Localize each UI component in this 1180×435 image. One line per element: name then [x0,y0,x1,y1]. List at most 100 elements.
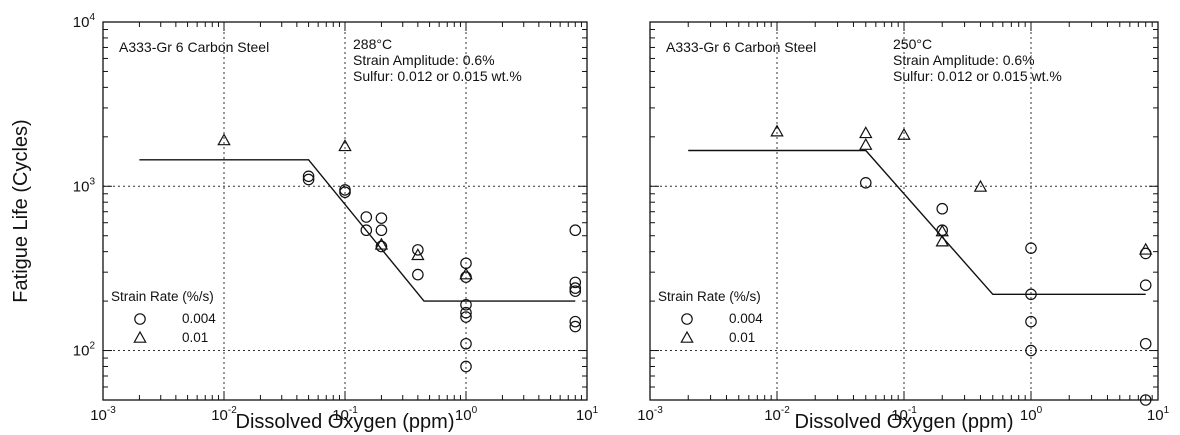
x-tick-label-exponent: 1 [593,405,599,416]
x-tick-label-exponent: -3 [654,405,663,416]
legend-title: Strain Rate (%/s) [658,289,761,304]
y-tick-label-base: 10 [73,343,90,360]
strain-amplitude-label: Strain Amplitude: 0.6% [353,52,495,68]
data-point-circle [1139,337,1152,350]
x-axis-title: Dissolved Oxygen (ppm) [236,411,455,433]
fit-line [139,159,576,302]
legend-marker-triangle [133,330,147,343]
y-tick-label-exponent: 3 [89,176,95,187]
y-tick-label-base: 10 [73,14,90,31]
legend-marker-triangle [680,330,694,343]
x-tick-label-base: 10 [576,407,593,424]
x-tick-label: 10-3 [637,405,663,424]
data-point-triangle [411,248,425,261]
x-tick-label-base: 10 [891,407,908,424]
x-axis-title: Dissolved Oxygen (ppm) [795,411,1014,433]
data-point-circle [1025,315,1037,328]
x-tick-label: 100 [1020,405,1043,424]
x-tick-label: 10-1 [891,405,917,424]
x-tick-label-base: 10 [211,407,228,424]
y-tick-label-exponent: 2 [89,341,95,352]
data-point-circle [339,186,351,199]
data-point-triangle [770,124,784,137]
data-point-circle [569,315,582,328]
x-tick-label-base: 10 [1020,407,1037,424]
data-point-circle [412,268,424,281]
x-tick-label-base: 10 [1147,407,1164,424]
data-point-circle [302,173,315,186]
data-point-triangle [973,179,988,192]
legend-marker-circle [134,313,146,325]
data-point-triangle [897,127,911,140]
data-point-circle [460,298,472,311]
data-point-circle [460,311,472,323]
fit-line [688,149,1146,295]
sulfur-label: Sulfur: 0.012 or 0.015 wt.% [893,68,1062,84]
sulfur-label: Sulfur: 0.012 or 0.015 wt.% [353,68,522,84]
data-point-circle [302,170,315,183]
data-point-triangle [338,139,352,152]
data-point-circle [375,240,388,253]
data-point-circle [460,306,472,319]
data-point-circle [1139,279,1152,291]
x-tick-label: 10-3 [90,405,116,424]
y-tick-label-base: 10 [73,178,90,195]
x-tick-label-base: 10 [455,407,472,424]
x-tick-label-base: 10 [90,407,107,424]
material-label: A333-Gr 6 Carbon Steel [119,39,269,55]
x-tick-label-exponent: -3 [107,405,116,416]
strain-amplitude-label: Strain Amplitude: 0.6% [893,52,1035,68]
data-point-circle [1025,242,1037,254]
x-tick-label-exponent: 0 [1037,405,1043,416]
data-point-circle [460,337,472,350]
temperature-label: 288°C [353,36,392,52]
data-point-triangle [217,133,231,146]
y-tick-label-exponent: 4 [89,12,95,23]
x-tick-label-exponent: -2 [781,405,790,416]
data-point-triangle [374,237,389,250]
x-tick-label-exponent: -2 [228,405,237,416]
data-point-circle [460,360,472,373]
data-point-circle [375,224,388,237]
x-tick-label: 10-2 [764,405,790,424]
data-point-circle [360,211,373,223]
x-tick-label-base: 10 [332,407,349,424]
data-point-circle [859,176,872,189]
x-tick-label-exponent: 1 [1164,405,1170,416]
data-point-triangle [1138,242,1153,255]
legend-marker-circle [681,313,693,325]
y-tick-label: 102 [73,341,96,360]
legend-label: 0.004 [182,311,216,326]
data-point-circle [375,212,388,224]
data-point-circle [569,285,582,297]
data-point-circle [569,276,582,289]
data-point-triangle [459,267,473,280]
x-tick-label: 10-2 [211,405,237,424]
data-point-circle [412,244,424,256]
data-point-triangle [859,137,873,150]
data-point-circle [1025,344,1037,357]
data-point-triangle [935,234,949,247]
temperature-label: 250°C [893,36,932,52]
material-label: A333-Gr 6 Carbon Steel [666,39,816,55]
data-point-circle [569,320,582,333]
x-tick-label-base: 10 [637,407,654,424]
data-point-circle [569,224,582,237]
legend-label: 0.01 [729,330,755,345]
data-point-circle [1025,288,1037,301]
y-tick-label: 103 [73,176,96,195]
data-point-circle [360,224,373,237]
y-tick-label: 104 [73,12,96,31]
x-tick-label: 10-1 [332,405,358,424]
legend-title: Strain Rate (%/s) [111,289,214,304]
data-point-circle [936,202,949,215]
y-axis-title: Fatigue Life (Cycles) [10,119,32,302]
data-point-triangle [859,126,873,139]
x-tick-label: 101 [576,405,599,424]
x-tick-label-exponent: -1 [908,405,917,416]
legend-label: 0.004 [729,311,763,326]
x-tick-label: 101 [1147,405,1170,424]
